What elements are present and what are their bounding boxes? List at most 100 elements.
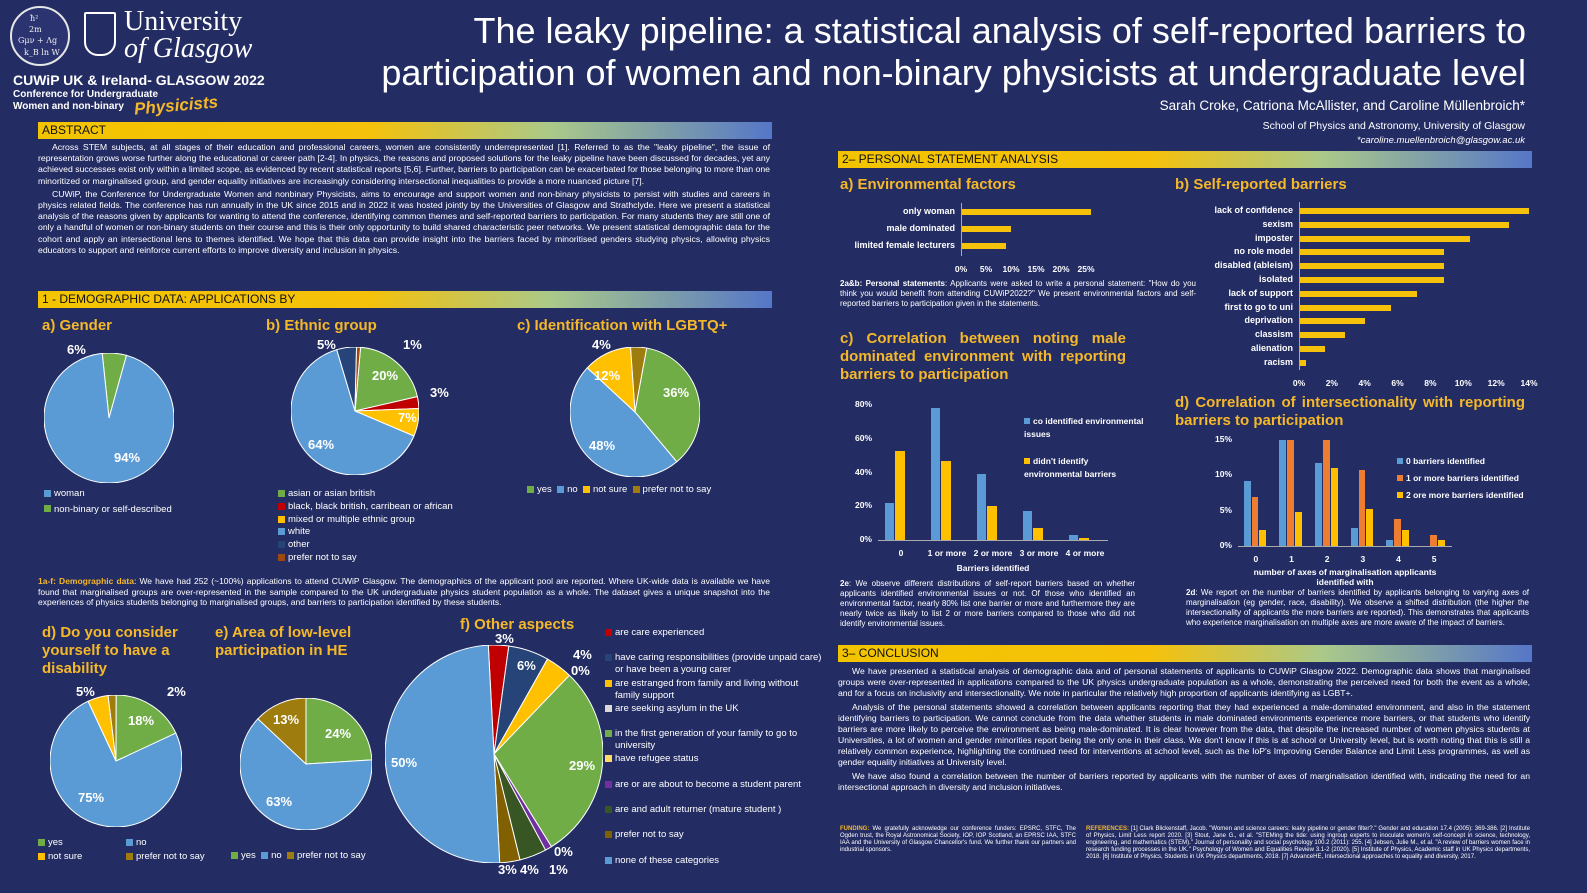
correlation-d-caption: 2d: We report on the number of barriers … bbox=[1186, 588, 1529, 627]
x-axis-line bbox=[878, 540, 1108, 541]
bar bbox=[931, 408, 941, 540]
x-tick-label: 12% bbox=[1487, 377, 1505, 388]
y-tick-label: 80% bbox=[854, 399, 872, 409]
legend-item: have caring responsibilities (provide un… bbox=[605, 652, 825, 678]
bar-category-label: isolated bbox=[1258, 274, 1293, 284]
x-tick-label: 15% bbox=[1027, 264, 1045, 274]
legend-item: mixed or multiple ethnic group bbox=[278, 514, 453, 527]
bar-category-label: first to go to uni bbox=[1224, 301, 1293, 312]
bar bbox=[1033, 528, 1043, 540]
bar bbox=[885, 502, 895, 540]
pie-slice bbox=[49, 700, 183, 828]
pie-slice bbox=[354, 346, 362, 412]
lgbt-legend: yes no not sure prefer not to say bbox=[527, 484, 711, 497]
x-tick-label: 4 bbox=[1396, 554, 1401, 564]
bar bbox=[977, 474, 987, 540]
bar bbox=[1350, 527, 1358, 546]
other-aspects-pie-chart bbox=[384, 644, 604, 864]
gender-label-woman: 94% bbox=[114, 450, 141, 465]
other-label-refugee: 0% bbox=[554, 844, 573, 859]
ethnic-legend: asian or asian british black, black brit… bbox=[278, 488, 453, 565]
low-label-yes: 24% bbox=[325, 726, 352, 741]
x-tick-label: 0% bbox=[1292, 377, 1306, 388]
bar-category-label: limited female lecturers bbox=[854, 240, 955, 250]
y-tick-label: 0% bbox=[859, 534, 872, 544]
x-tick-label: 6% bbox=[1391, 377, 1404, 388]
ethnic-title: b) Ethnic group bbox=[266, 317, 377, 334]
ethnic-label-asian: 20% bbox=[372, 368, 399, 383]
x-tick-label: 5% bbox=[979, 264, 993, 274]
lgbt-title: c) Identification with LGBTQ+ bbox=[517, 317, 728, 334]
references: REFERENCES: [1] Clark Blickenstaff, Jaco… bbox=[1086, 826, 1530, 860]
x-tick-label: 0 bbox=[898, 548, 904, 558]
legend-item: none of these categories bbox=[605, 855, 825, 867]
bar-category-label: racism bbox=[1263, 356, 1293, 367]
ethnic-pie-chart bbox=[290, 346, 420, 476]
legend-item: 2 ore more barriers identified bbox=[1397, 489, 1542, 502]
legend-item: 1 or more barriers identified bbox=[1397, 472, 1542, 485]
y-tick-label: 0% bbox=[1219, 540, 1232, 550]
x-axis-line bbox=[1238, 546, 1452, 547]
bar-category-label: male dominated bbox=[886, 223, 955, 233]
legend-item: not sure bbox=[38, 850, 126, 864]
conclusion-p1: We have presented a statistical analysis… bbox=[838, 666, 1530, 698]
bar bbox=[1299, 221, 1510, 228]
y-tick-label: 20% bbox=[854, 500, 872, 511]
abstract-text: Across STEM subjects, at all stages of t… bbox=[38, 142, 770, 256]
correlation-d-chart: 15% 10% 5% 0% 0 1 2 3 4 5 number of axes of margin… bbox=[1175, 430, 1542, 587]
pie-slice bbox=[115, 694, 177, 762]
other-label-asylum: 0% bbox=[571, 663, 590, 678]
x-axis-label: Barriers identified bbox=[956, 563, 1030, 573]
pie-slice bbox=[493, 674, 604, 848]
x-tick-label: 20% bbox=[1052, 264, 1070, 274]
legend-item: other bbox=[278, 539, 453, 552]
legend-item: woman bbox=[44, 488, 172, 501]
bar-category-label: alienation bbox=[1250, 343, 1293, 353]
legend-item: no bbox=[126, 837, 147, 848]
other-label-caring: 6% bbox=[517, 658, 536, 673]
bar bbox=[1299, 208, 1529, 214]
other-label-care: 3% bbox=[495, 631, 514, 646]
gender-legend: woman non-binary or self-described bbox=[44, 488, 172, 516]
env-title: a) Environmental factors bbox=[840, 176, 1016, 193]
university-name: University of Glasgow bbox=[124, 6, 253, 64]
low-participation-legend: yes no prefer not to say bbox=[231, 850, 366, 863]
lgbt-label-no: 48% bbox=[589, 438, 616, 453]
pie-slice bbox=[569, 367, 678, 478]
bar bbox=[1259, 530, 1267, 546]
legend-item: yes bbox=[38, 836, 126, 850]
legend-item: are care experienced bbox=[605, 627, 825, 652]
barriers-bar-chart: lack of confidence sexism imposter no role … bbox=[1175, 200, 1540, 390]
seal-text-4: k_B ln W bbox=[24, 48, 60, 57]
bar bbox=[1429, 534, 1437, 546]
bar bbox=[1394, 519, 1402, 546]
authors: Sarah Croke, Catriona McAllister, and Ca… bbox=[1159, 98, 1525, 113]
pie-slice bbox=[384, 644, 501, 864]
x-tick-label: 2 or more bbox=[973, 548, 1013, 558]
low-participation-title: e) Area of low-level participation in HE bbox=[215, 624, 352, 659]
pie-slice bbox=[354, 346, 418, 412]
legend-item: non-binary or self-described bbox=[44, 504, 172, 517]
conference-subtitle: Conference for Undergraduate Women and no… bbox=[13, 89, 159, 112]
legend-item: black, black british, carribean or afric… bbox=[278, 501, 453, 514]
conclusion-p2: Analysis of the personal statements show… bbox=[838, 702, 1530, 767]
university-crest-icon bbox=[84, 12, 116, 56]
legend-item: are and adult returner (mature student ) bbox=[605, 804, 825, 829]
correlation-c-chart: 80% 60% 40% 20% 0% 0 1 or more 2 or more 3 or mo… bbox=[838, 395, 1144, 575]
bar bbox=[1366, 509, 1374, 546]
x-tick-label: 4% bbox=[1358, 377, 1371, 388]
env-bar-chart: only woman male dominated limited female l… bbox=[840, 200, 1110, 275]
x-tick-label: 3 bbox=[1360, 554, 1366, 564]
pie-slice bbox=[290, 349, 415, 476]
x-tick-label: 0% bbox=[954, 264, 968, 274]
low-label-no: 63% bbox=[266, 794, 293, 809]
bar bbox=[1069, 534, 1079, 540]
demographic-caption: 1a-f: Demographic data: We have had 252 … bbox=[38, 576, 771, 607]
bar bbox=[1299, 346, 1326, 352]
disability-legend: yes no not sure prefer not to say bbox=[38, 836, 228, 864]
seal-text-1: ħ² bbox=[30, 14, 39, 23]
bar bbox=[1299, 304, 1391, 311]
pie-slice bbox=[87, 694, 117, 762]
conclusion-text: We have presented a statistical analysis… bbox=[838, 666, 1530, 793]
ethnic-label-white: 64% bbox=[308, 437, 335, 452]
